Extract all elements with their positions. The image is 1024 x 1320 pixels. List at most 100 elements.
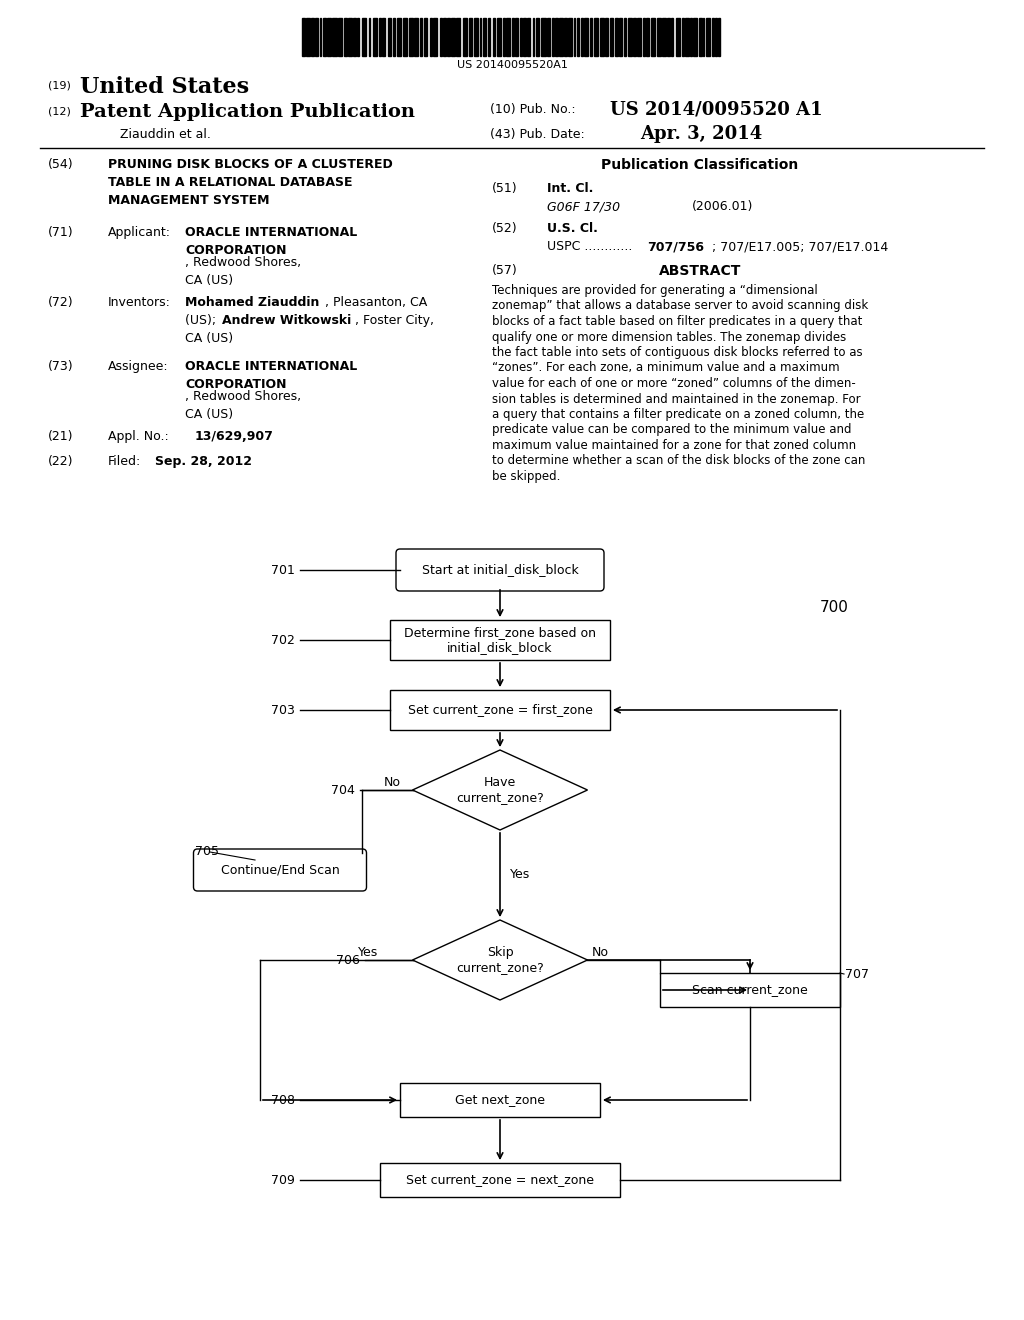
Bar <box>353 18 355 55</box>
Bar <box>397 18 401 55</box>
Bar <box>503 18 505 55</box>
Text: PRUNING DISK BLOCKS OF A CLUSTERED
TABLE IN A RELATIONAL DATABASE
MANAGEMENT SYS: PRUNING DISK BLOCKS OF A CLUSTERED TABLE… <box>108 158 393 207</box>
Bar <box>625 18 626 55</box>
Text: Get next_zone: Get next_zone <box>455 1093 545 1106</box>
Bar <box>581 18 583 55</box>
Bar <box>715 18 717 55</box>
Text: Have
current_zone?: Have current_zone? <box>456 776 544 804</box>
Bar <box>323 18 327 55</box>
Bar <box>390 690 610 730</box>
Text: 709: 709 <box>271 1173 295 1187</box>
Bar <box>319 18 322 55</box>
Text: be skipped.: be skipped. <box>492 470 560 483</box>
Text: (US);: (US); <box>185 314 220 327</box>
Bar <box>361 18 367 55</box>
Text: value for each of one or more “zoned” columns of the dimen-: value for each of one or more “zoned” co… <box>492 378 856 389</box>
Bar <box>633 18 636 55</box>
Bar <box>443 18 446 55</box>
Text: (51): (51) <box>492 182 517 195</box>
Bar <box>382 18 385 55</box>
Bar <box>506 18 511 55</box>
Text: (71): (71) <box>48 226 74 239</box>
Text: “zones”. For each zone, a minimum value and a maximum: “zones”. For each zone, a minimum value … <box>492 362 840 375</box>
Text: U.S. Cl.: U.S. Cl. <box>547 222 598 235</box>
Bar <box>526 18 530 55</box>
Text: zonemap” that allows a database server to avoid scanning disk: zonemap” that allows a database server t… <box>492 300 868 313</box>
Bar <box>479 18 481 55</box>
Bar <box>474 18 478 55</box>
Text: (12): (12) <box>48 106 71 116</box>
Text: to determine whether a scan of the disk blocks of the zone can: to determine whether a scan of the disk … <box>492 454 865 467</box>
Bar <box>620 18 622 55</box>
Bar <box>702 18 705 55</box>
Text: Sep. 28, 2012: Sep. 28, 2012 <box>155 455 252 469</box>
Text: (72): (72) <box>48 296 74 309</box>
Text: ; 707/E17.005; 707/E17.014: ; 707/E17.005; 707/E17.014 <box>712 240 888 253</box>
Text: Andrew Witkowski: Andrew Witkowski <box>222 314 351 327</box>
Text: 708: 708 <box>271 1093 295 1106</box>
Text: Appl. No.:: Appl. No.: <box>108 430 169 444</box>
Text: Publication Classification: Publication Classification <box>601 158 799 172</box>
Bar <box>643 18 645 55</box>
Polygon shape <box>413 920 588 1001</box>
Bar <box>559 18 562 55</box>
Bar <box>356 18 359 55</box>
Text: (52): (52) <box>492 222 517 235</box>
Text: ORACLE INTERNATIONAL
CORPORATION: ORACLE INTERNATIONAL CORPORATION <box>185 226 357 257</box>
Bar <box>315 18 318 55</box>
Bar <box>693 18 697 55</box>
Bar <box>594 18 598 55</box>
Text: 706: 706 <box>336 953 360 966</box>
Bar <box>393 18 395 55</box>
Text: No: No <box>384 776 401 788</box>
Text: Filed:: Filed: <box>108 455 141 469</box>
Text: predicate value can be compared to the minimum value and: predicate value can be compared to the m… <box>492 424 852 437</box>
Text: USPC ............: USPC ............ <box>547 240 633 253</box>
Bar <box>483 18 485 55</box>
Bar <box>373 18 377 55</box>
Bar <box>573 18 575 55</box>
Text: Mohamed Ziauddin: Mohamed Ziauddin <box>185 296 319 309</box>
Text: qualify one or more dimension tables. The zonemap divides: qualify one or more dimension tables. Th… <box>492 330 846 343</box>
Bar <box>430 18 431 55</box>
Bar <box>400 1082 600 1117</box>
Bar <box>515 18 518 55</box>
Text: (57): (57) <box>492 264 518 277</box>
Bar <box>498 18 501 55</box>
Text: , Foster City,: , Foster City, <box>355 314 434 327</box>
Bar <box>344 18 347 55</box>
Bar <box>494 18 496 55</box>
Bar <box>420 18 422 55</box>
Bar <box>707 18 710 55</box>
Bar <box>614 18 618 55</box>
Bar <box>605 18 608 55</box>
Text: Yes: Yes <box>357 945 378 958</box>
Bar <box>447 18 450 55</box>
Bar <box>610 18 612 55</box>
Bar <box>390 620 610 660</box>
Bar <box>638 18 641 55</box>
Text: 702: 702 <box>271 634 295 647</box>
Text: Set current_zone = first_zone: Set current_zone = first_zone <box>408 704 593 717</box>
Text: Assignee:: Assignee: <box>108 360 169 374</box>
Bar <box>433 18 437 55</box>
Bar <box>552 18 554 55</box>
Text: a query that contains a filter predicate on a zoned column, the: a query that contains a filter predicate… <box>492 408 864 421</box>
Bar <box>568 18 572 55</box>
Bar <box>660 973 840 1007</box>
Text: (21): (21) <box>48 430 74 444</box>
Text: Inventors:: Inventors: <box>108 296 171 309</box>
Text: G06F 17/30: G06F 17/30 <box>547 201 621 213</box>
Bar <box>663 18 666 55</box>
Bar <box>311 18 313 55</box>
Text: 701: 701 <box>271 564 295 577</box>
Text: (73): (73) <box>48 360 74 374</box>
Bar <box>682 18 684 55</box>
Text: the fact table into sets of contiguous disk blocks referred to as: the fact table into sets of contiguous d… <box>492 346 862 359</box>
Text: Scan current_zone: Scan current_zone <box>692 983 808 997</box>
Text: Start at initial_disk_block: Start at initial_disk_block <box>422 564 579 577</box>
Text: United States: United States <box>80 77 249 98</box>
Text: Apr. 3, 2014: Apr. 3, 2014 <box>640 125 762 143</box>
Bar <box>332 18 337 55</box>
Text: Patent Application Publication: Patent Application Publication <box>80 103 415 121</box>
